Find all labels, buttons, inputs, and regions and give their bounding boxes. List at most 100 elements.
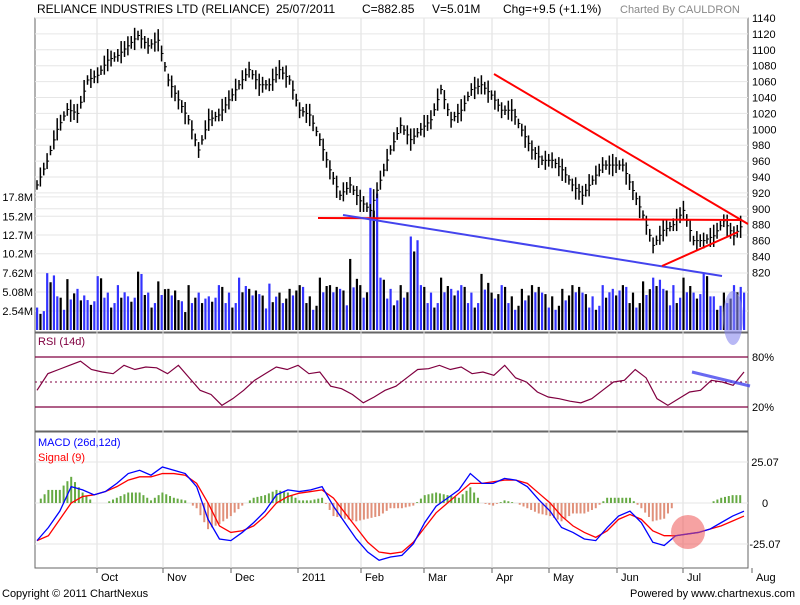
macd-histogram-bar	[264, 495, 267, 503]
volume-bar	[406, 292, 409, 330]
volume-bar	[305, 303, 308, 330]
volume-bar	[665, 290, 668, 330]
macd-histogram-bar	[74, 482, 77, 503]
volume-bar	[382, 279, 385, 330]
volume-bar	[177, 300, 180, 330]
volume-bar	[631, 292, 635, 330]
volume-bar	[258, 294, 261, 330]
macd-histogram-bar	[469, 487, 472, 503]
volume-bar	[264, 308, 268, 330]
macd-histogram-bar	[131, 492, 134, 503]
volume-bar	[352, 287, 355, 330]
macd-histogram-bar	[457, 497, 460, 503]
macd-histogram-bar	[541, 503, 544, 515]
macd-histogram-bar	[723, 496, 726, 503]
volume-bar	[440, 277, 443, 330]
volume-bar	[298, 285, 301, 330]
volume-bar	[675, 303, 678, 330]
macd-histogram-bar	[545, 503, 548, 516]
volume-bar	[433, 307, 436, 330]
macd-histogram-bar	[336, 503, 339, 517]
volume-bar	[291, 295, 295, 330]
macd-histogram-bar	[590, 503, 593, 510]
macd-histogram-bar	[317, 498, 320, 503]
volume-bar	[685, 292, 688, 330]
volume-bar	[133, 297, 136, 330]
volume-bar	[295, 290, 298, 330]
macd-histogram-bar	[47, 489, 50, 503]
volume-bar	[500, 285, 503, 330]
macd-histogram-bar	[647, 503, 650, 517]
volume-bar	[537, 286, 540, 330]
price-tick-label: 1100	[752, 45, 776, 57]
volume-bar	[170, 295, 173, 330]
volume-bar	[147, 292, 150, 330]
volume-bar	[275, 296, 278, 330]
change-value: Chg=+9.5 (+1.1%)	[503, 2, 601, 16]
powered-by[interactable]: Powered by www.chartnexus.com	[630, 588, 795, 600]
volume-bar	[692, 292, 695, 330]
macd-histogram-bar	[435, 492, 438, 503]
volume-bar	[705, 276, 709, 330]
volume-bar	[248, 288, 251, 330]
macd-histogram-bar	[632, 501, 635, 503]
volume-bar	[211, 301, 214, 330]
volume-bar	[413, 251, 416, 330]
macd-histogram-bar	[355, 503, 358, 522]
volume-bar	[416, 240, 419, 330]
volume-bar	[689, 286, 692, 330]
macd-histogram-bar	[271, 491, 274, 503]
x-tick-label: Mar	[428, 572, 447, 584]
volume-bar	[379, 277, 382, 330]
volume-bar	[601, 285, 604, 330]
macd-histogram-bar	[256, 496, 259, 503]
macd-histogram-bar	[454, 496, 457, 503]
volume-bar	[281, 303, 284, 330]
macd-histogram-bar	[343, 503, 346, 519]
macd-histogram-bar	[146, 497, 149, 503]
x-tick-label: Dec	[235, 572, 255, 584]
macd-histogram-bar	[385, 503, 388, 511]
volume-bar	[271, 302, 274, 330]
volume-bar	[335, 286, 338, 330]
volume-bar	[39, 313, 42, 330]
price-tick-label: 960	[752, 156, 770, 168]
volume-bar	[110, 307, 113, 330]
volume-bar	[116, 285, 119, 330]
macd-histogram-bar	[180, 499, 183, 503]
volume-bar	[534, 292, 537, 330]
macd-tick-label: -25.07	[749, 539, 780, 551]
macd-histogram-bar	[218, 503, 221, 524]
x-tick-label: 2011	[302, 572, 326, 584]
x-tick-label: Nov	[167, 572, 187, 584]
volume-bar	[544, 294, 547, 330]
volume-bar	[628, 303, 631, 330]
macd-histogram-bar	[176, 498, 179, 503]
macd-histogram-bar	[727, 496, 730, 503]
macd-histogram-bar	[332, 503, 335, 517]
volume-bar	[160, 294, 163, 330]
volume-bar	[214, 297, 217, 330]
volume-bar	[399, 285, 402, 330]
volume-tick-label: 10.2M	[2, 249, 33, 261]
macd-histogram-bar	[644, 503, 647, 513]
macd-histogram-bar	[252, 497, 255, 503]
macd-histogram-bar	[446, 495, 449, 503]
volume-bar	[571, 285, 574, 330]
macd-histogram-bar	[214, 503, 217, 526]
volume-bar	[702, 273, 705, 330]
macd-histogram-bar	[347, 503, 350, 520]
volume-bar	[655, 286, 658, 330]
volume-bar	[221, 286, 224, 330]
volume-bar	[554, 309, 557, 330]
x-tick-label: Apr	[496, 572, 513, 584]
macd-histogram-bar	[199, 503, 202, 516]
volume-bar	[450, 288, 453, 330]
volume-bar	[93, 301, 96, 330]
volume-bar	[322, 292, 325, 330]
macd-histogram-bar	[366, 503, 369, 519]
macd-histogram-bar	[659, 503, 662, 520]
macd-histogram-bar	[328, 503, 331, 510]
volume-bar	[460, 285, 463, 330]
price-tick-label: 980	[752, 140, 770, 152]
